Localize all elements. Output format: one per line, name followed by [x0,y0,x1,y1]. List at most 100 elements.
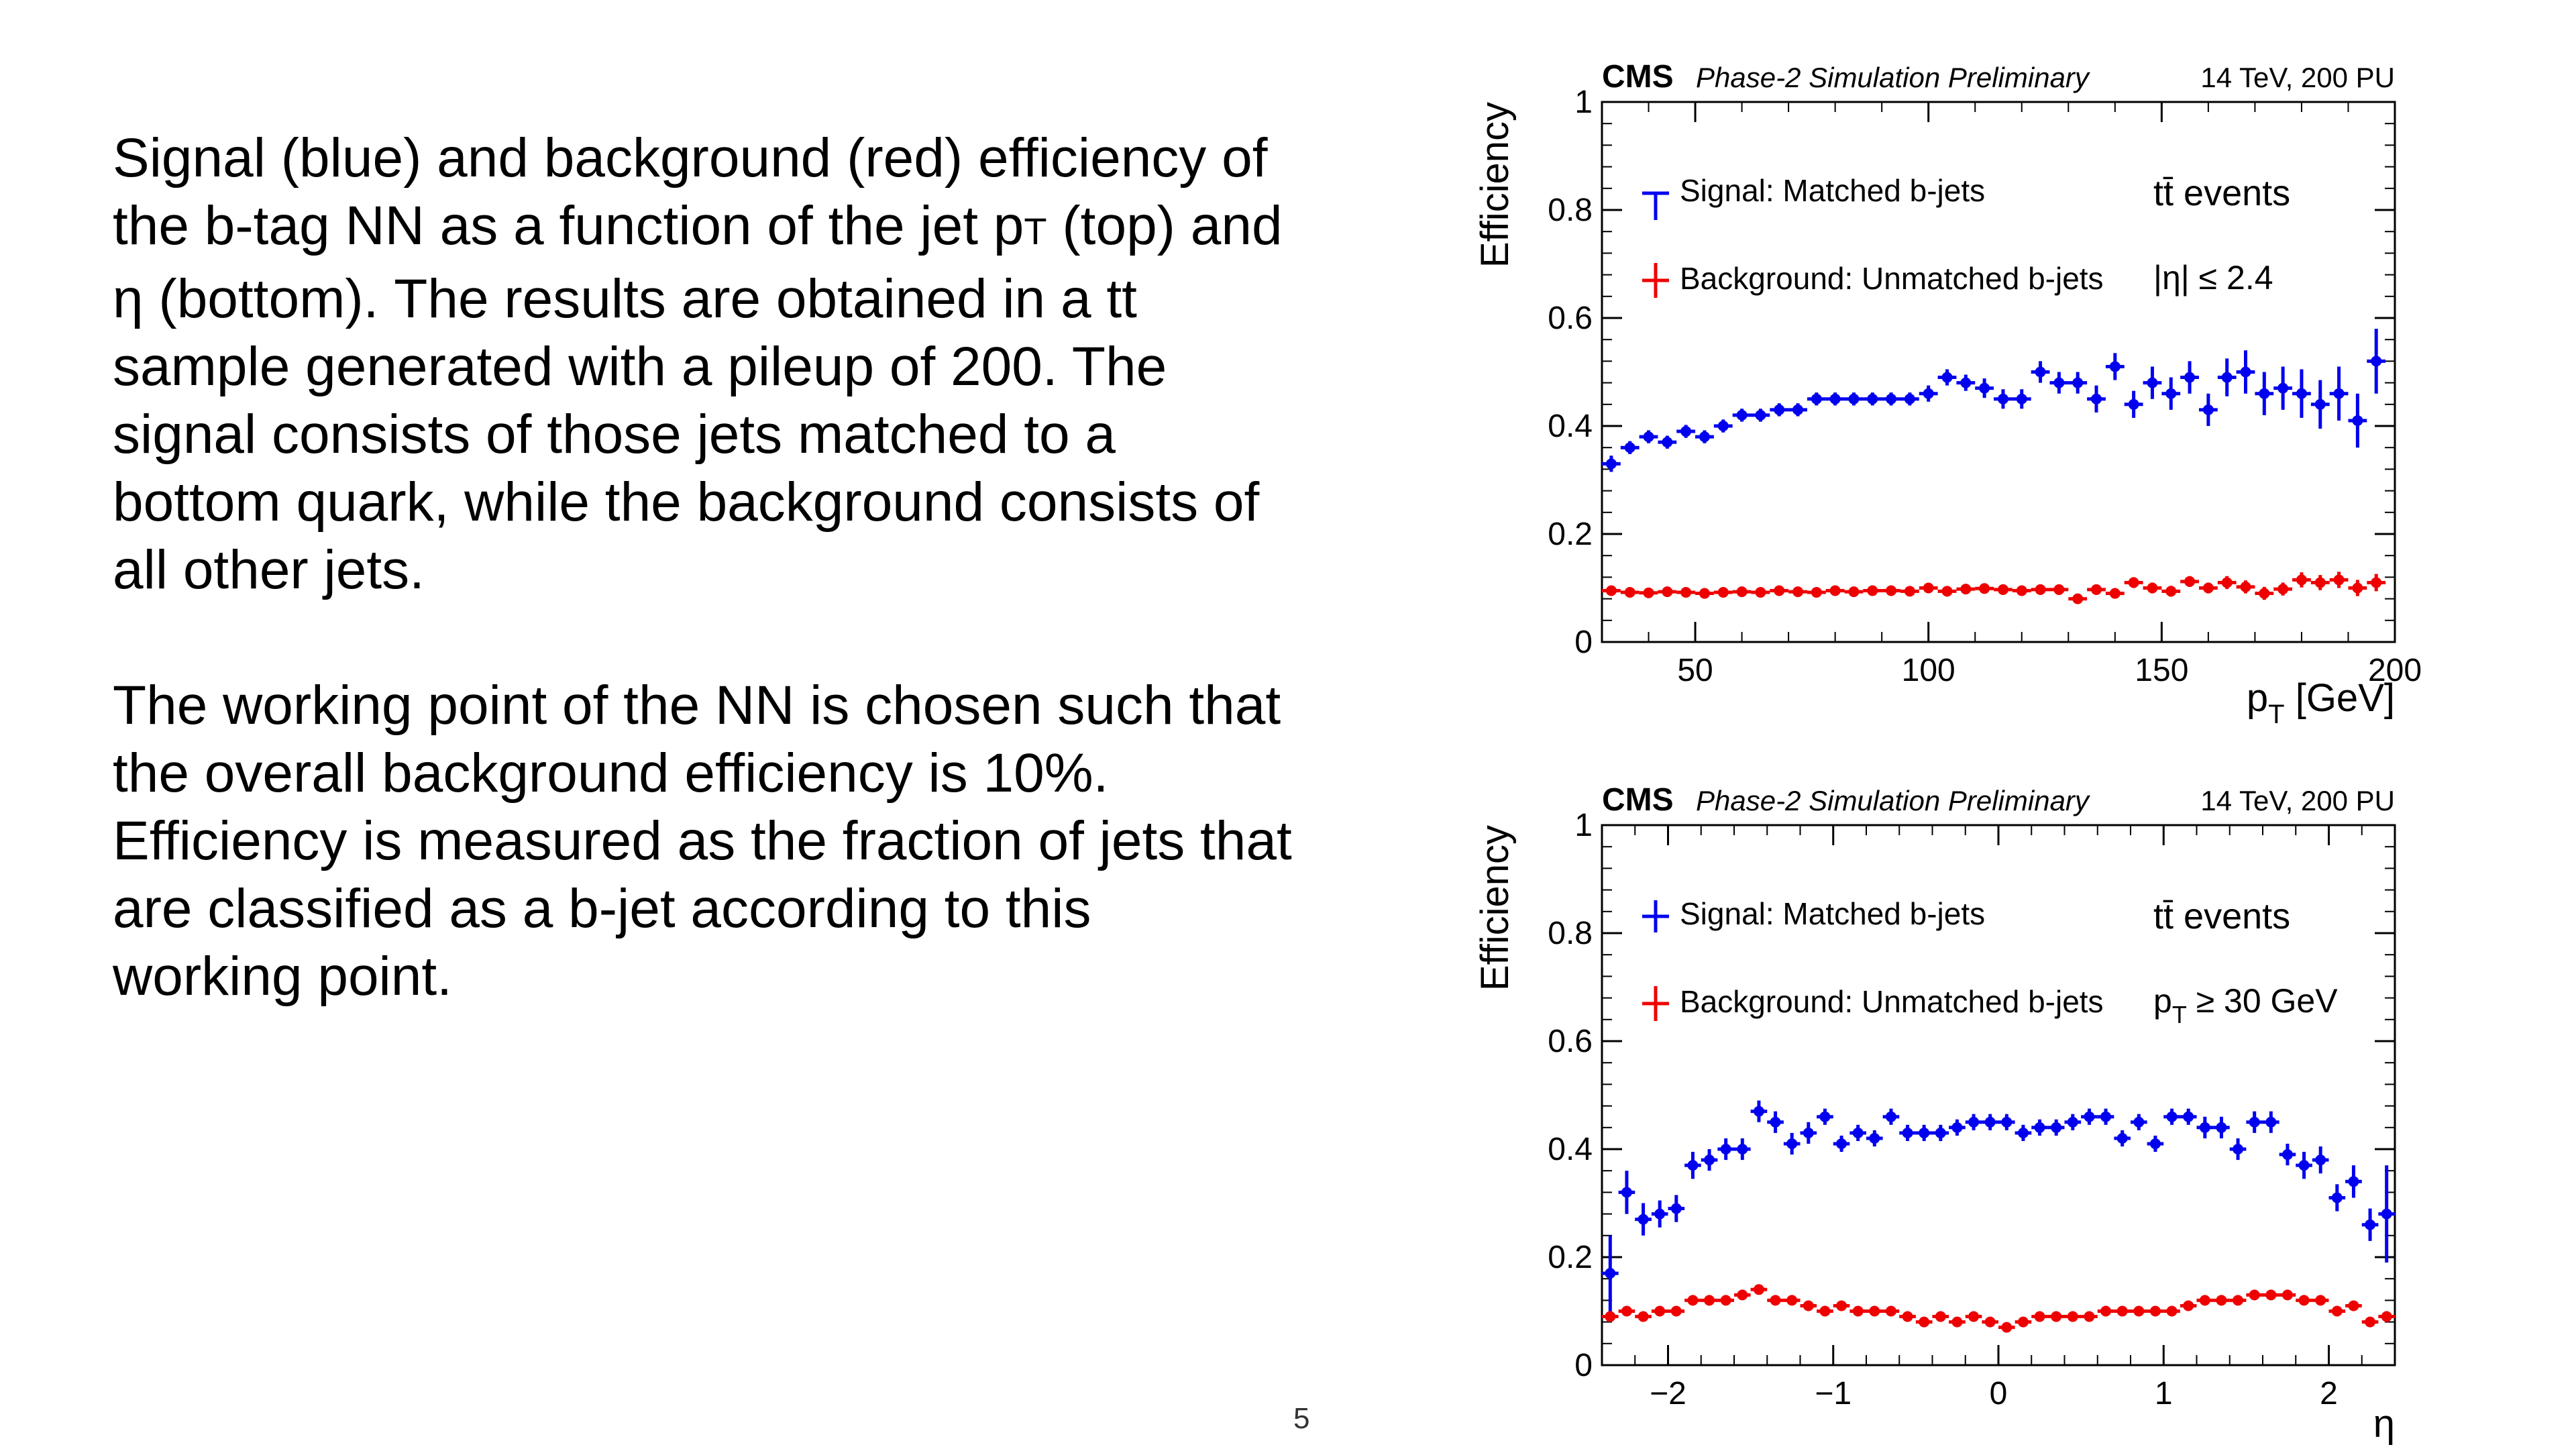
y-tick-label: 0.6 [1548,1024,1593,1059]
signal-point [2049,372,2069,394]
background-point [1734,1289,1751,1301]
signal-point [2143,366,2162,399]
signal-point [1863,392,1882,406]
background-point [2105,588,2125,599]
y-tick-label: 1 [1574,808,1593,843]
signal-point [2263,1111,2279,1133]
signal-point [2292,369,2311,418]
background-point [2229,1295,2247,1306]
legend-signal-marker [1642,900,1669,932]
y-axis-title: Efficiency [1473,102,1517,268]
background-point [1713,586,1733,598]
legend-background-marker [1642,986,1669,1021]
background-point [1844,586,1864,598]
background-point [2329,572,2349,588]
background-point [2180,1300,2197,1311]
background-point [1684,1295,1701,1306]
signal-point [1639,430,1658,443]
signal-point [1994,389,2012,409]
signal-point [2279,1143,2296,1166]
signal-point [1751,409,1770,422]
background-point [1882,1305,1900,1317]
background-point [1701,1295,1718,1306]
signal-point [1668,1195,1685,1222]
signal-point [1982,1114,1998,1130]
background-point [1658,586,1677,598]
signal-point [2064,1114,2082,1130]
signal-point [2328,1184,2346,1212]
background-point [1863,585,1882,596]
x-tick-label: 2 [2320,1376,2338,1411]
signal-point [2198,393,2218,426]
signal-point [1919,385,1938,402]
y-tick-label: 0.6 [1548,301,1593,336]
background-point [1620,586,1640,598]
background-point [2081,1311,2098,1322]
process-annotation-rest: events [2174,896,2290,936]
background-point [1956,584,1976,595]
signal-point [1658,435,1677,449]
pt-cut-annotation: pT ≥ 30 GeV [2153,982,2338,1028]
process-annotation: tt̄ events [2153,173,2290,213]
background-point [2198,582,2218,594]
background-point [1639,587,1658,598]
process-annotation-tbar: t̄ [2163,173,2174,213]
page-number: 5 [1293,1402,1310,1435]
background-point [1937,586,1957,597]
signal-point [2361,1208,2379,1241]
eta-cut-annotation: |η| ≤ 2.4 [2153,259,2273,297]
background-point [2047,1311,2065,1322]
background-point [1975,583,1994,594]
y-tick-label: 0.2 [1548,517,1593,552]
background-point [1602,585,1621,596]
background-point [1717,1295,1734,1306]
x-tick-label: 200 [2368,653,2422,688]
simulation-label: Phase-2 Simulation Preliminary [1696,62,2091,93]
background-point [2068,593,2088,604]
signal-point [1915,1124,1933,1141]
y-tick-label: 1 [1574,85,1593,120]
signal-point [1635,1203,1652,1236]
background-point [1915,1316,1933,1328]
signal-point [1800,1122,1817,1144]
background-point [2246,1289,2263,1301]
background-point [1849,1305,1866,1317]
y-tick-label: 0.2 [1548,1240,1593,1275]
x-tick-label: 50 [1677,653,1713,688]
signal-point [1975,378,1994,398]
signal-point [2163,1108,2180,1125]
signal-point [1602,1235,1619,1311]
signal-point [2310,380,2330,429]
process-annotation-t: t [2153,896,2163,936]
background-point [2124,577,2143,588]
background-point [1919,582,1938,594]
legend-background-marker [1642,263,1669,298]
signal-point [1900,392,1919,406]
signal-point [1767,1111,1784,1133]
background-point [2279,1289,2296,1301]
background-point [2292,572,2311,588]
signal-point [1882,392,1900,406]
signal-point [1866,1130,1883,1146]
background-point [1668,1305,1685,1317]
background-point [1770,585,1789,596]
background-point [2031,584,2050,595]
x-tick-label: −1 [1815,1376,1851,1411]
background-point [1651,1305,1668,1317]
signal-point [2273,366,2293,410]
background-point [1882,585,1900,596]
signal-point [1788,403,1807,417]
process-annotation-t: t [2153,173,2163,213]
legend-background-label: Background: Unmatched b-jets [1680,984,2104,1019]
x-tick-label: −2 [1650,1376,1686,1411]
legend-signal-marker [1642,191,1669,220]
description-paragraph-1: Signal (blue) and background (red) effic… [113,124,1293,604]
background-point [2217,576,2237,590]
signal-point [1833,1135,1850,1152]
background-point [2015,1316,2032,1328]
signal-point [2068,372,2088,394]
background-point [1833,1300,1850,1311]
signal-point [1956,374,1976,391]
signal-point [2217,358,2237,396]
pt-cut-rest: ≥ 30 GeV [2187,982,2338,1020]
